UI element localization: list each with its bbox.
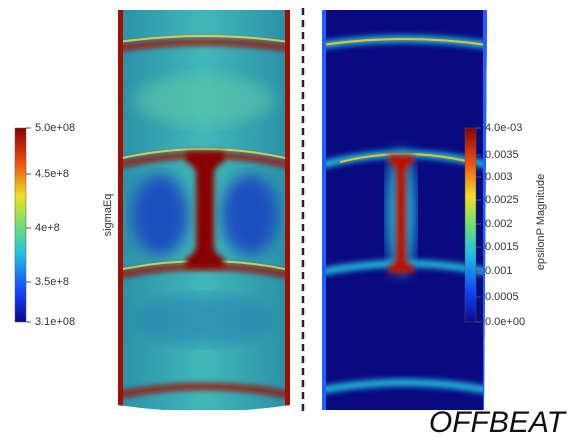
tick-label: 4e+8 [35, 222, 60, 234]
colorbar-title: epsilonP Magnitude [535, 174, 547, 270]
tick-label: 4.0e-03 [485, 122, 522, 134]
page: sigmaEq epsilonP Magnitude OFFBEAT 5.0e+… [0, 0, 572, 446]
tick-label: 0.0025 [485, 194, 519, 206]
colorbar-title: sigmaEq [102, 194, 114, 237]
tick-label: 0.002 [485, 218, 513, 230]
tick-label: 3.5e+8 [35, 276, 69, 288]
tick-label: 0.003 [485, 171, 513, 183]
tick-label: 5.0e+08 [35, 122, 75, 134]
tick-label: 0.0005 [485, 291, 519, 303]
colorbar-right [465, 128, 476, 322]
scene: sigmaEq epsilonP Magnitude OFFBEAT 5.0e+… [0, 0, 572, 446]
tick-label: 0.0015 [485, 241, 519, 253]
tick-label: 0.0035 [485, 149, 519, 161]
tick-label: 3.1e+08 [35, 316, 75, 328]
colorbar-left [15, 128, 26, 322]
tick-label: 0.0e+00 [485, 316, 525, 328]
epsilon-render [322, 10, 488, 410]
tick-label: 4.5e+8 [35, 168, 69, 180]
tick-label: 0.001 [485, 265, 513, 277]
footer-label: OFFBEAT [429, 406, 568, 439]
sigma-render [118, 10, 290, 410]
